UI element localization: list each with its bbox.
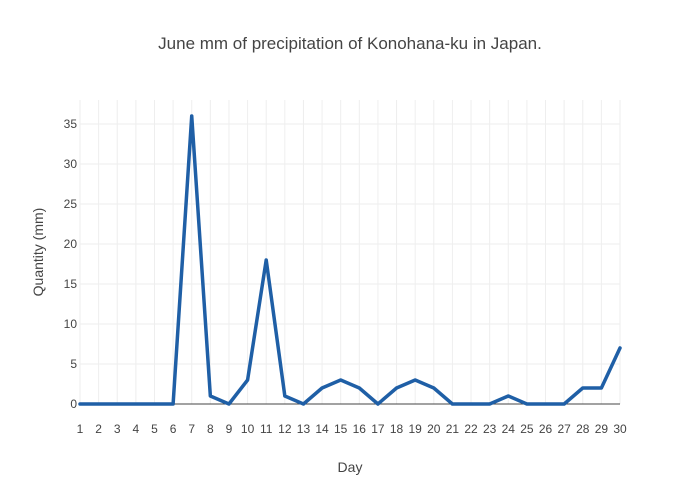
data-point [134, 402, 138, 406]
x-tick-label: 7 [188, 422, 195, 436]
data-point [227, 402, 231, 406]
data-point [208, 394, 212, 398]
x-tick-label: 26 [539, 422, 553, 436]
data-point [599, 386, 603, 390]
y-tick-labels: 0 5 10 15 20 25 30 35 [64, 117, 78, 411]
x-tick-labels: 1 2 3 4 5 6 7 8 9 10 11 12 13 14 15 16 17 18 19 20 21 22 23 24 2… [77, 422, 627, 436]
chart-title: June mm of precipitation of Konohana-ku … [158, 34, 542, 53]
x-tick-label: 17 [371, 422, 385, 436]
data-point [376, 402, 380, 406]
x-tick-label: 10 [241, 422, 255, 436]
data-point [190, 114, 194, 118]
x-tick-label: 11 [260, 422, 273, 436]
x-tick-label: 2 [95, 422, 102, 436]
data-point [152, 402, 156, 406]
x-tick-label: 22 [464, 422, 478, 436]
x-tick-label: 27 [557, 422, 571, 436]
data-point [246, 378, 250, 382]
x-tick-label: 19 [408, 422, 422, 436]
x-tick-label: 21 [446, 422, 460, 436]
data-point [97, 402, 101, 406]
data-point [506, 394, 510, 398]
y-tick-label: 20 [64, 237, 78, 251]
x-tick-label: 3 [114, 422, 121, 436]
x-tick-label: 28 [576, 422, 590, 436]
data-point [78, 402, 82, 406]
x-tick-label: 5 [151, 422, 158, 436]
y-tick-label: 0 [70, 397, 77, 411]
series-group [78, 114, 622, 406]
data-point [283, 394, 287, 398]
x-tick-label: 30 [613, 422, 627, 436]
x-tick-label: 8 [207, 422, 214, 436]
data-point [413, 378, 417, 382]
data-point [171, 402, 175, 406]
x-tick-label: 4 [133, 422, 140, 436]
data-point [450, 402, 454, 406]
data-point [525, 402, 529, 406]
data-point [395, 386, 399, 390]
data-point [320, 386, 324, 390]
data-point [115, 402, 119, 406]
series-line [78, 114, 622, 406]
x-tick-label: 18 [390, 422, 404, 436]
data-point [618, 346, 622, 350]
x-tick-label: 15 [334, 422, 348, 436]
x-tick-label: 14 [315, 422, 329, 436]
y-tick-label: 35 [64, 117, 78, 131]
data-point [562, 402, 566, 406]
x-tick-label: 20 [427, 422, 441, 436]
x-tick-label: 29 [595, 422, 609, 436]
x-axis-title: Day [338, 459, 363, 475]
data-point [581, 386, 585, 390]
data-point [432, 386, 436, 390]
y-tick-label: 30 [64, 157, 78, 171]
x-tick-label: 9 [226, 422, 233, 436]
x-tick-label: 1 [77, 422, 84, 436]
data-point [301, 402, 305, 406]
x-tick-label: 13 [297, 422, 311, 436]
y-tick-label: 25 [64, 197, 78, 211]
y-axis-title: Quantity (mm) [30, 208, 46, 297]
x-grid [79, 100, 621, 404]
data-point [488, 402, 492, 406]
x-tick-label: 6 [170, 422, 177, 436]
y-grid [80, 123, 620, 365]
data-point [544, 402, 548, 406]
data-point [264, 258, 268, 262]
data-point [339, 378, 343, 382]
data-point [357, 386, 361, 390]
data-point [469, 402, 473, 406]
x-tick-label: 24 [502, 422, 516, 436]
x-tick-label: 12 [278, 422, 292, 436]
y-tick-label: 10 [64, 317, 78, 331]
x-tick-label: 25 [520, 422, 534, 436]
y-tick-label: 5 [70, 357, 77, 371]
y-tick-label: 15 [64, 277, 78, 291]
x-tick-label: 23 [483, 422, 497, 436]
x-tick-label: 16 [353, 422, 367, 436]
